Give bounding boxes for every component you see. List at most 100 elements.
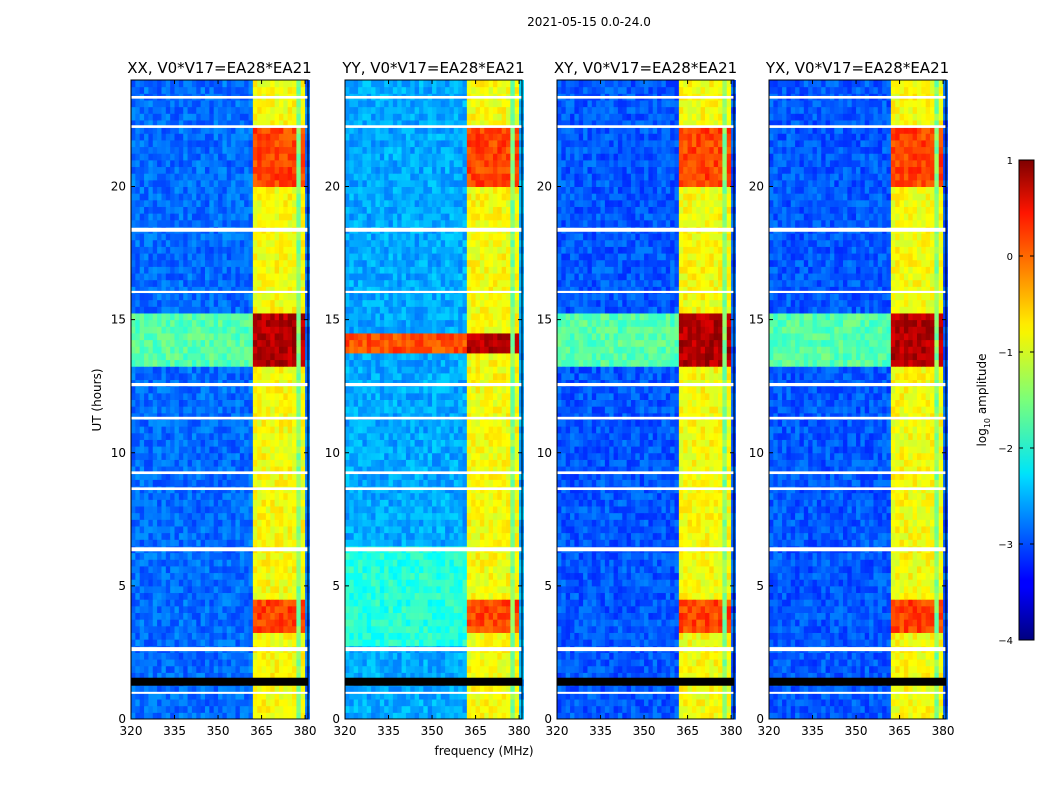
heatmap-cell — [165, 106, 171, 114]
heatmap-cell — [204, 559, 210, 567]
heatmap-cell — [278, 80, 284, 88]
heatmap-cell — [226, 552, 232, 560]
heatmap-cell — [252, 459, 258, 467]
heatmap-cell — [458, 639, 464, 647]
heatmap-cell — [418, 612, 424, 620]
heatmap-cell — [278, 512, 284, 520]
heatmap-cell — [165, 246, 171, 254]
heatmap-cell — [244, 366, 250, 374]
heatmap-cell — [475, 632, 481, 640]
heatmap-cell — [183, 432, 189, 440]
heatmap-cell — [353, 712, 359, 720]
heatmap-cell — [270, 512, 276, 520]
heatmap-cell — [261, 472, 267, 480]
heatmap-cell — [292, 213, 297, 221]
heatmap-cell — [152, 266, 158, 274]
heatmap-cell — [131, 466, 136, 474]
heatmap-cell — [239, 213, 245, 221]
heatmap-cell — [475, 592, 481, 600]
heatmap-cell — [191, 479, 197, 487]
heatmap-cell — [196, 565, 202, 574]
heatmap-cell — [174, 346, 180, 354]
heatmap-cell — [405, 559, 411, 567]
heatmap-cell — [131, 239, 136, 247]
heatmap-cell — [510, 612, 516, 620]
heatmap-cell — [200, 133, 206, 141]
heatmap-cell — [148, 246, 154, 254]
heatmap-cell — [401, 692, 407, 700]
heatmap-cell — [252, 632, 258, 640]
heatmap-cell — [283, 612, 289, 620]
heatmap-cell — [248, 312, 254, 321]
heatmap-cell — [144, 419, 149, 427]
heatmap-cell — [157, 652, 162, 660]
heatmap-cell — [366, 685, 372, 693]
heatmap-cell — [265, 239, 271, 247]
heatmap-cell — [248, 139, 254, 148]
heatmap-cell — [148, 685, 154, 693]
heatmap-cell — [300, 80, 306, 88]
heatmap-cell — [231, 366, 236, 374]
heatmap-cell — [479, 579, 485, 587]
heatmap-cell — [161, 372, 167, 381]
heatmap-cell — [218, 625, 223, 633]
heatmap-cell — [462, 665, 468, 673]
heatmap-cell — [209, 605, 215, 613]
heatmap-cell — [139, 186, 145, 194]
heatmap-cell — [209, 166, 215, 174]
heatmap-cell — [366, 652, 372, 660]
heatmap-cell — [432, 672, 437, 680]
heatmap-cell — [170, 705, 176, 713]
heatmap-cell — [131, 306, 136, 314]
heatmap-cell — [235, 179, 241, 187]
heatmap-cell — [226, 572, 232, 580]
heatmap-cell — [231, 299, 236, 307]
heatmap-cell — [283, 213, 289, 221]
heatmap-cell — [209, 399, 215, 407]
heatmap-cell — [200, 246, 206, 254]
heatmap-cell — [287, 625, 293, 633]
heatmap-cell — [209, 266, 215, 274]
heatmap-cell — [353, 592, 359, 600]
heatmap-cell — [401, 699, 407, 707]
heatmap-cell — [405, 552, 411, 560]
heatmap-cell — [144, 306, 149, 314]
heatmap-cell — [292, 419, 297, 427]
heatmap-cell — [170, 612, 176, 620]
heatmap-cell — [261, 339, 267, 347]
heatmap-cell — [144, 273, 149, 281]
heatmap-cell — [270, 665, 276, 673]
heatmap-cell — [274, 539, 280, 547]
heatmap-cell — [261, 259, 267, 267]
heatmap-cell — [139, 559, 145, 567]
heatmap-cell — [196, 193, 202, 201]
heatmap-cell — [157, 559, 162, 567]
heatmap-cell — [235, 346, 241, 354]
heatmap-cell — [209, 99, 215, 108]
heatmap-cell — [196, 419, 202, 427]
heatmap-cell — [161, 253, 167, 261]
heatmap-cell — [427, 585, 433, 594]
heatmap-cell — [183, 139, 189, 148]
heatmap-cell — [278, 139, 284, 148]
heatmap-cell — [292, 472, 297, 480]
heatmap-cell — [170, 406, 176, 414]
heatmap-cell — [204, 466, 210, 474]
heatmap-cell — [161, 106, 167, 114]
heatmap-cell — [178, 339, 184, 347]
heatmap-cell — [278, 273, 284, 281]
heatmap-cell — [252, 672, 258, 680]
heatmap-cell — [287, 692, 293, 700]
heatmap-cell — [178, 233, 184, 241]
heatmap-cell — [252, 133, 258, 141]
heatmap-cell — [131, 705, 136, 713]
heatmap-cell — [174, 206, 180, 214]
heatmap-cell — [226, 286, 232, 294]
heatmap-cell — [397, 692, 403, 700]
heatmap-cell — [231, 273, 236, 281]
heatmap-cell — [248, 419, 254, 427]
heatmap-cell — [414, 592, 420, 600]
heatmap-cell — [349, 585, 355, 594]
heatmap-cell — [458, 552, 464, 560]
heatmap-cell — [170, 80, 176, 88]
